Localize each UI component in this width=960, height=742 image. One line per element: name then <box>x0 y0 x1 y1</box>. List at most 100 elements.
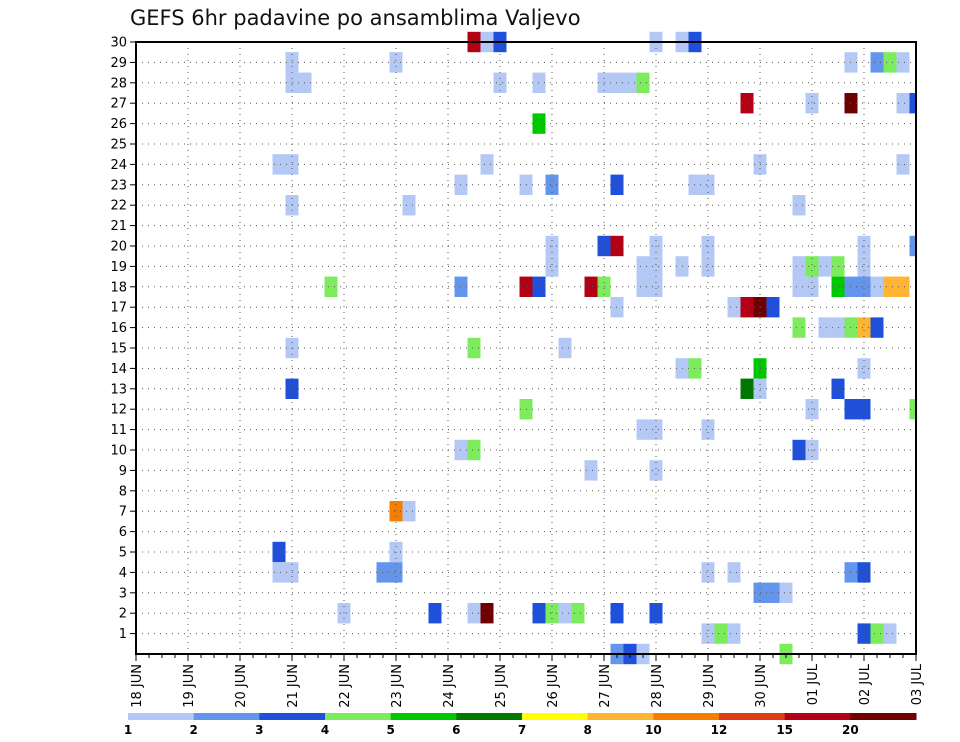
precip-cell <box>324 276 338 297</box>
precip-cell <box>428 603 442 624</box>
precip-cell <box>272 562 286 583</box>
precip-cell <box>701 562 715 583</box>
legend-swatch <box>456 713 523 720</box>
grid-lines <box>136 42 916 654</box>
y-tick-label: 1 <box>119 627 127 642</box>
y-tick-label: 30 <box>110 36 127 51</box>
y-tick-label: 12 <box>110 403 127 418</box>
precip-cell <box>896 52 910 73</box>
y-tick-label: 26 <box>110 117 127 132</box>
precip-cell <box>805 256 819 277</box>
legend-label: 15 <box>776 723 793 737</box>
precip-cell <box>727 297 741 318</box>
precip-cell <box>857 276 871 297</box>
y-tick-label: 23 <box>110 178 127 193</box>
legend-label: 4 <box>321 723 329 737</box>
y-tick-label: 7 <box>119 505 127 520</box>
legend-swatch <box>719 713 786 720</box>
precip-cell <box>467 603 481 624</box>
y-tick-label: 11 <box>110 423 127 438</box>
precip-cell <box>649 276 663 297</box>
precip-cell <box>818 317 832 338</box>
y-tick-label: 28 <box>110 76 127 91</box>
precip-cell <box>740 378 754 399</box>
precip-cell <box>389 52 403 73</box>
x-tick-label: 03 JUL <box>910 663 925 705</box>
precip-cell <box>389 501 403 522</box>
x-tick-label: 26 JUN <box>546 664 561 708</box>
precip-cell <box>857 399 871 420</box>
precip-cell <box>701 419 715 440</box>
precip-cell <box>545 603 559 624</box>
precip-cell <box>649 256 663 277</box>
precip-cell <box>649 419 663 440</box>
precipitation-cells <box>272 31 916 665</box>
precip-cell <box>896 93 910 114</box>
precip-cell <box>402 195 416 216</box>
precip-cell <box>467 337 481 359</box>
precip-cell <box>545 256 559 277</box>
legend-swatch <box>390 713 457 720</box>
y-tick-label: 19 <box>110 260 127 275</box>
precip-cell <box>558 337 572 359</box>
precip-cell <box>558 603 572 624</box>
chart-title: GEFS 6hr padavine po ansamblima Valjevo <box>130 6 581 30</box>
precip-cell <box>870 276 884 297</box>
precip-cell <box>402 501 416 522</box>
precip-cell <box>870 52 884 73</box>
y-tick-label: 17 <box>110 301 127 316</box>
precip-cell <box>792 256 806 277</box>
precip-cell <box>272 541 286 563</box>
legend-swatch <box>128 713 195 720</box>
precip-cell <box>636 276 650 297</box>
precip-cell <box>792 439 806 461</box>
legend-label: 6 <box>452 723 460 737</box>
precip-cell <box>857 256 871 277</box>
legend-swatch <box>653 713 720 720</box>
precip-cell <box>857 562 871 583</box>
precip-cell <box>883 276 897 297</box>
precip-cell <box>740 297 754 318</box>
precip-cell <box>909 399 916 420</box>
legend-label: 3 <box>255 723 263 737</box>
y-tick-label: 20 <box>110 240 127 255</box>
y-tick-label: 6 <box>119 525 127 540</box>
precip-cell <box>571 603 585 624</box>
precip-cell <box>792 317 806 338</box>
y-tick-label: 2 <box>119 607 127 622</box>
x-tick-label: 19 JUN <box>182 664 197 708</box>
legend-swatch <box>587 713 654 720</box>
x-tick-label: 18 JUN <box>130 664 145 708</box>
precip-cell <box>870 317 884 338</box>
y-tick-label: 21 <box>110 219 127 234</box>
precip-cell <box>714 623 728 644</box>
y-tick-label: 4 <box>119 566 127 581</box>
plot-frame <box>135 41 917 655</box>
y-tick-label: 16 <box>110 321 127 336</box>
y-tick-label: 5 <box>119 546 127 561</box>
y-tick-label: 14 <box>110 362 127 377</box>
precip-cell <box>493 72 507 93</box>
y-tick-label: 13 <box>110 382 127 397</box>
precip-cell <box>584 276 598 297</box>
x-tick-label: 25 JUN <box>494 664 509 708</box>
legend-label: 12 <box>711 723 728 737</box>
precip-cell <box>467 439 481 461</box>
precip-cell <box>883 623 897 644</box>
x-tick-label: 27 JUN <box>598 664 613 708</box>
precip-cell <box>870 623 884 644</box>
precip-cell <box>389 562 403 583</box>
x-tick-label: 29 JUN <box>702 664 717 708</box>
precip-cell <box>623 72 637 93</box>
y-tick-label: 8 <box>119 484 127 499</box>
color-legend: 1 2 3 4 5 6 7 8 10 12 15 20 <box>124 713 917 737</box>
precip-cell <box>792 276 806 297</box>
y-tick-label: 22 <box>110 199 127 214</box>
precip-cell <box>480 154 494 175</box>
precip-cell <box>545 174 559 195</box>
precip-cell <box>480 603 494 624</box>
legend-label: 2 <box>189 723 197 737</box>
legend-swatch <box>259 713 326 720</box>
precip-cell <box>727 623 741 644</box>
